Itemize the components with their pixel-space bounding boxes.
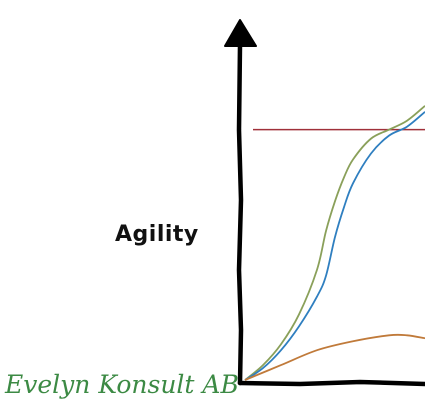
x-axis [237,379,425,387]
y-axis-arrowhead [224,19,257,47]
series-line-3 [244,333,425,381]
axes [224,19,425,387]
series-line-2 [244,111,425,381]
y-axis-label: Agility [115,222,199,247]
y-axis [236,42,244,386]
plot-area [244,105,425,381]
company-logo: Evelyn Konsult AB [5,370,239,399]
series-line-1 [244,105,425,381]
